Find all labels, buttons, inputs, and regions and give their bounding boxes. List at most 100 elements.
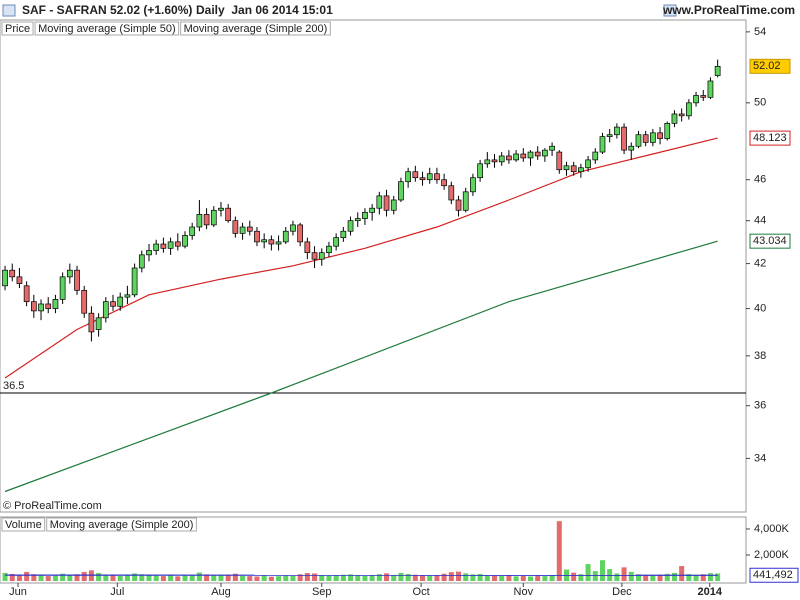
moving-average	[4, 137, 718, 379]
candle-body	[434, 173, 440, 181]
volume-bar	[707, 573, 713, 581]
volume-bar	[657, 574, 663, 581]
volume-bar	[477, 573, 483, 581]
x-tick-label: Nov	[514, 586, 534, 598]
x-tick-label: Jun	[9, 586, 27, 598]
y-tick-label: 54	[754, 26, 766, 38]
candle-body	[196, 214, 203, 228]
candle-body	[621, 126, 627, 151]
volume-bar	[38, 575, 44, 581]
reference-label: 36.5	[3, 380, 24, 392]
volume-bar	[376, 574, 382, 581]
candle-body	[686, 102, 692, 117]
candle-body	[383, 195, 390, 211]
volume-bar	[9, 573, 15, 581]
volume-bar	[412, 574, 418, 581]
legend-box	[180, 21, 331, 36]
volume-bar	[635, 574, 641, 581]
candle-body	[304, 241, 311, 254]
volume-bar	[384, 573, 390, 581]
candle-body	[81, 289, 88, 314]
candle-body	[167, 241, 174, 249]
volume-bar	[434, 575, 440, 581]
volume-bar	[614, 573, 620, 581]
volume-bar	[146, 574, 152, 581]
volume-bar	[484, 575, 490, 581]
volume-bar	[520, 575, 526, 581]
legend-entry: Moving average (Simple 200)	[50, 519, 194, 531]
menu-icon[interactable]	[2, 4, 16, 17]
last-value-label: 52.02	[753, 60, 781, 72]
volume-bar	[117, 575, 123, 581]
candle-body	[160, 243, 167, 249]
candle-body	[52, 299, 59, 309]
volume-bar	[456, 571, 462, 581]
volume-bar	[232, 573, 238, 581]
candle-body	[405, 171, 411, 183]
legend-box	[34, 21, 180, 36]
volume-bar	[160, 576, 166, 581]
volume-bar	[492, 575, 498, 581]
candle-body	[182, 235, 188, 247]
candle-body	[16, 276, 23, 284]
volume-bar	[369, 575, 375, 581]
volume-bar	[45, 576, 51, 581]
y-tick-label: 50	[754, 97, 766, 109]
candle-body	[146, 250, 152, 256]
y-tick-label: 42	[754, 257, 766, 269]
y-tick-label: 34	[754, 452, 766, 464]
volume-bar	[139, 574, 145, 581]
volume-bar	[24, 571, 30, 581]
candle-body	[671, 113, 678, 124]
candle-body	[606, 134, 613, 137]
candle-body	[174, 241, 181, 247]
candle-body	[311, 252, 318, 260]
candle-body	[398, 181, 404, 201]
candle-body	[484, 159, 491, 165]
volume-bar	[693, 574, 699, 581]
volume-bar	[283, 575, 289, 581]
legend-entry: Price	[5, 23, 30, 35]
options-icon[interactable]	[663, 4, 677, 17]
volume-bar	[211, 575, 217, 581]
candle-body	[614, 126, 620, 136]
price-panel	[0, 19, 747, 513]
volume-bar	[700, 574, 706, 581]
candle-body	[412, 171, 419, 179]
volume-bar	[542, 576, 548, 581]
volume-bar	[304, 573, 310, 581]
volume-bar	[427, 575, 433, 581]
candle-body	[23, 285, 30, 303]
volume-bar	[549, 575, 555, 581]
volume-bar	[420, 575, 426, 581]
volume-bar	[578, 574, 584, 581]
volume-bar	[67, 574, 73, 581]
volume-bar	[333, 575, 339, 581]
volume-bar	[643, 575, 649, 581]
volume-bar	[60, 573, 66, 581]
volume-panel	[0, 516, 747, 584]
candle-body	[362, 211, 368, 219]
volume-bar	[405, 573, 411, 581]
candle-body	[693, 95, 699, 104]
y-tick-label: 44	[754, 215, 766, 227]
candle-body	[419, 177, 426, 181]
candle-body	[678, 113, 685, 117]
last-value-label: 48.123	[753, 132, 787, 144]
y-tick-label: 4,000K	[754, 523, 790, 535]
candle-body	[347, 220, 354, 232]
candle-body	[369, 207, 375, 213]
volume-bar	[585, 564, 591, 581]
chart-title: SAF - SAFRAN	[22, 3, 107, 17]
volume-bar	[664, 573, 670, 581]
candle-body	[354, 218, 361, 222]
last-value-label: 43.034	[753, 235, 787, 247]
volume-bar	[441, 573, 447, 581]
candle-body	[282, 230, 289, 243]
candle-body	[117, 296, 124, 307]
price-change: 52.02 (+1.60%)	[110, 3, 192, 17]
volume-bar	[261, 575, 267, 581]
candle-body	[477, 163, 483, 179]
